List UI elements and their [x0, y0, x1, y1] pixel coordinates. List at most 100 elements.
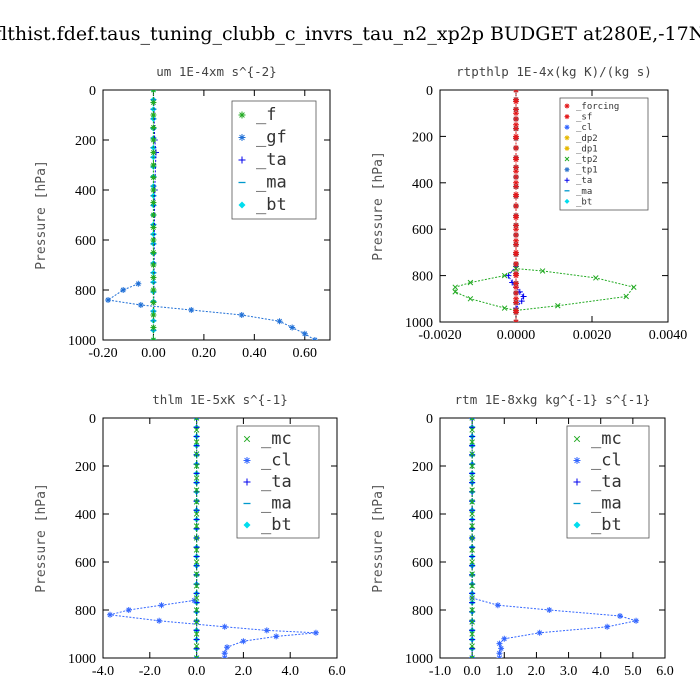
data-point [301, 330, 308, 337]
data-point [623, 293, 629, 300]
data-point [469, 487, 475, 493]
data-point [150, 199, 157, 206]
y-tick-label: 600 [412, 223, 433, 238]
legend: _mc_cl_ta_ma_bt [566, 425, 650, 539]
legend: _mc_cl_ta_ma_bt [236, 425, 320, 539]
series-layer [105, 90, 318, 340]
legend-label: _ta [261, 472, 292, 492]
legend-entry: _tp1 [564, 166, 598, 176]
panel-title: rtpthlp 1E-4x(kg K)/(kg s) [456, 64, 652, 79]
data-point [240, 638, 247, 645]
y-tick-label: 1000 [405, 316, 433, 331]
data-point [150, 237, 157, 243]
series-mc [193, 418, 200, 658]
data-point [469, 559, 475, 565]
data-point [193, 631, 200, 637]
data-point [188, 307, 195, 313]
data-point [513, 295, 519, 302]
legend-marker [573, 457, 581, 464]
y-tick-label: 200 [75, 460, 96, 475]
data-point [513, 191, 519, 198]
data-point [273, 633, 280, 640]
data-point [513, 174, 519, 180]
legend-label: _ta [256, 150, 287, 170]
legend-entry: _mc [573, 429, 622, 449]
panels: um 1E-4xm s^{-2}Pressure [hPa]-0.20 0.00 0… [34, 64, 687, 679]
legend-box [559, 97, 649, 211]
legend-label: _tp1 [576, 166, 598, 176]
data-point [513, 203, 519, 209]
data-point [501, 305, 508, 311]
legend-entry: _tp2 [564, 155, 598, 165]
y-tick-label: 0 [426, 84, 433, 99]
legend-marker [243, 435, 251, 443]
y-tick-label: 600 [75, 234, 96, 249]
data-point [513, 299, 519, 306]
legend-marker [238, 156, 246, 164]
y-tick-label: 400 [75, 184, 96, 199]
data-point [501, 635, 508, 642]
data-point [193, 571, 200, 577]
x-tick-label: 0.00 [141, 346, 166, 361]
legend-entry: _dp1 [564, 144, 598, 154]
data-point [496, 650, 503, 657]
data-point [513, 110, 519, 117]
data-point [150, 90, 157, 93]
x-tick-label: 3.0 [560, 664, 578, 679]
legend-label: _mc [591, 429, 622, 449]
data-point [193, 547, 200, 553]
data-point [120, 287, 127, 293]
x-tick-label: 0.20 [192, 346, 217, 361]
legend-entry: _ma [573, 494, 622, 514]
legend-label: _tp2 [576, 155, 598, 165]
x-tick-label: 4.0 [592, 664, 610, 679]
data-point [513, 307, 519, 314]
plot-frame [439, 417, 666, 659]
data-point [135, 280, 142, 287]
y-axis-label: Pressure [hPa] [34, 160, 49, 270]
legend-marker [573, 478, 581, 486]
legend-marker [238, 134, 246, 141]
series-layer [452, 90, 637, 322]
data-point [498, 645, 505, 652]
y-tick-label: 200 [412, 460, 433, 475]
data-point [469, 463, 475, 469]
legend-marker [564, 114, 570, 120]
data-point [150, 112, 157, 118]
data-point [469, 511, 475, 517]
series-mc [469, 418, 475, 658]
data-point [555, 303, 561, 309]
data-point [193, 523, 200, 529]
series-layer [107, 418, 319, 658]
y-tick-label: 0 [426, 412, 433, 427]
data-point [263, 627, 270, 634]
data-point [469, 451, 475, 457]
plot-frame [102, 89, 331, 341]
legend-marker [564, 156, 570, 162]
legend-label: _ma [256, 173, 287, 193]
legend-entry: _mc [243, 429, 292, 449]
data-point [501, 272, 508, 279]
y-tick-label: 800 [412, 604, 433, 619]
series-cl [107, 597, 319, 658]
legend-label: _f [256, 105, 276, 125]
legend-entry: _forcing [564, 102, 619, 112]
x-tick-label: 2.0 [235, 664, 253, 679]
data-point [520, 293, 527, 300]
data-point [513, 98, 519, 105]
data-point [513, 121, 519, 128]
data-point [193, 535, 200, 541]
legend-entry: _ma [243, 494, 292, 514]
legend-marker [564, 177, 570, 183]
y-tick-label: 0 [89, 84, 96, 99]
data-point [467, 279, 474, 286]
legend-marker [238, 201, 246, 209]
data-point [150, 287, 157, 293]
y-tick-label: 800 [75, 284, 96, 299]
data-point [631, 284, 637, 290]
data-point [536, 629, 543, 636]
legend-label: _gf [256, 128, 287, 148]
x-tick-label: 0.0 [188, 664, 206, 679]
legend-entry: _ta [238, 150, 287, 170]
y-tick-label: 400 [412, 508, 433, 523]
